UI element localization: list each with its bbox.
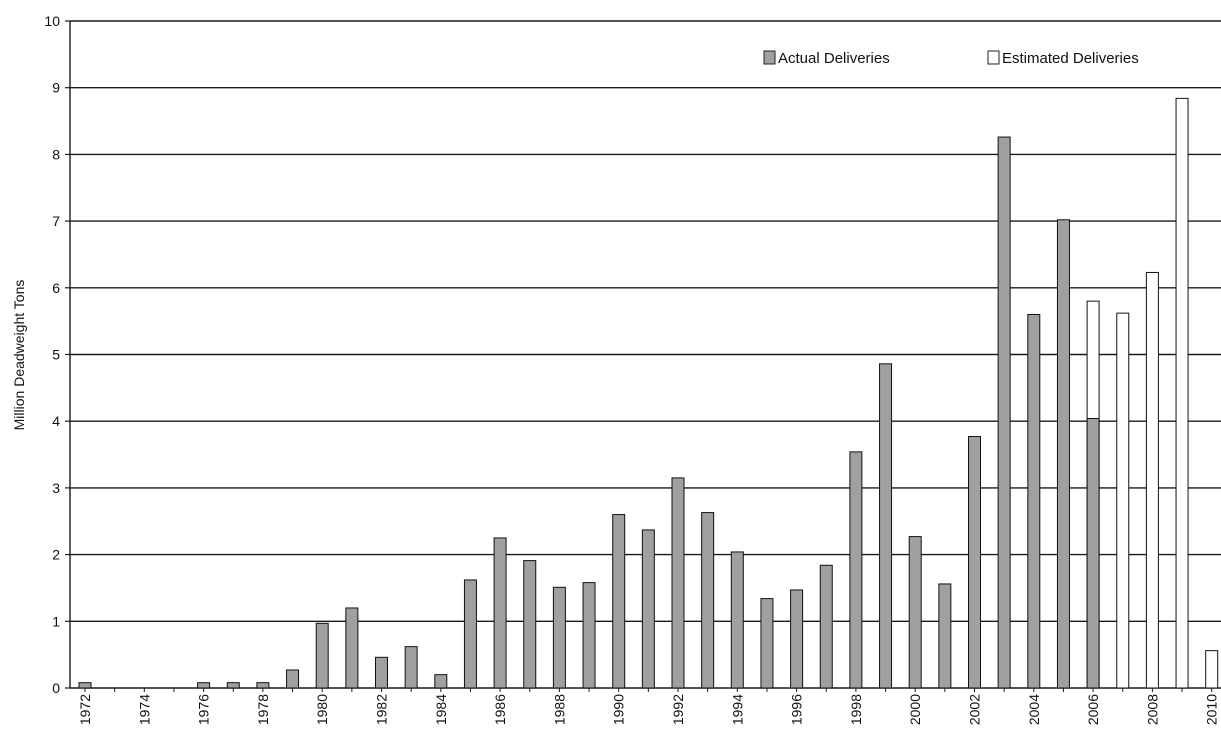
bar-actual-2001 — [938, 583, 952, 689]
x-tick-label: 2006 — [1085, 694, 1101, 725]
bar-actual-1992 — [671, 477, 685, 689]
legend: Actual Deliveries Estimated Deliveries — [763, 50, 1139, 67]
bar-actual-1978 — [256, 682, 270, 689]
y-axis-ticks: 0 1 2 3 4 5 6 7 8 9 10 — [44, 13, 71, 696]
bar-estimated-2010 — [1205, 650, 1219, 689]
bar-actual-2005 — [1056, 219, 1070, 689]
bar-actual-1997 — [819, 564, 833, 689]
x-tick-label: 2008 — [1144, 694, 1160, 725]
y-tick-label: 10 — [44, 13, 60, 29]
bar-actual-1998 — [849, 451, 863, 689]
bar-actual-1981 — [345, 607, 359, 689]
legend-label-estimated: Estimated Deliveries — [1002, 50, 1139, 67]
x-tick-label: 1986 — [492, 694, 508, 725]
bars — [78, 97, 1219, 689]
x-tick-label: 1994 — [729, 694, 745, 725]
bar-actual-2003 — [997, 136, 1011, 689]
x-tick-label: 1992 — [670, 694, 686, 725]
bar-actual-1972 — [78, 682, 92, 689]
bar-actual-1976 — [197, 682, 211, 689]
bar-actual-1984 — [434, 674, 448, 689]
bar-estimated-2008 — [1145, 271, 1159, 689]
x-tick-label: 2010 — [1204, 694, 1220, 725]
y-tick-label: 4 — [52, 413, 60, 429]
bar-actual-1986 — [493, 537, 507, 689]
bar-actual-1982 — [375, 656, 388, 689]
bar-actual-1999 — [879, 363, 893, 689]
x-tick-label: 1976 — [196, 694, 212, 725]
y-tick-label: 5 — [52, 347, 60, 363]
legend-swatch-actual — [763, 50, 776, 65]
x-tick-label: 2004 — [1026, 694, 1042, 725]
bar-actual-2006 — [1086, 418, 1100, 689]
y-tick-label: 8 — [52, 146, 60, 162]
y-tick-label: 2 — [52, 547, 60, 563]
bar-actual-1991 — [641, 529, 655, 689]
x-tick-label: 1982 — [374, 694, 390, 725]
x-tick-label: 2002 — [967, 694, 983, 725]
bar-estimated-2009 — [1175, 97, 1189, 689]
bar-estimated-2007 — [1116, 312, 1130, 689]
y-tick-label: 7 — [52, 213, 60, 229]
bar-actual-1977 — [226, 682, 240, 689]
bar-actual-1994 — [730, 551, 744, 689]
x-axis-ticks: 1972 1974 1976 1978 1980 1982 1984 1986 1988 1990… — [77, 688, 1220, 725]
y-tick-label: 1 — [52, 613, 60, 629]
x-tick-label: 1972 — [77, 694, 93, 725]
legend-swatch-estimated — [987, 50, 1000, 65]
y-tick-label: 9 — [52, 80, 60, 96]
bar-actual-1985 — [463, 579, 477, 689]
bar-actual-1980 — [315, 622, 329, 689]
y-axis-title: Million Deadweight Tons — [11, 280, 27, 431]
x-tick-label: 1998 — [848, 694, 864, 725]
x-tick-label: 2000 — [907, 694, 923, 725]
x-tick-label: 1974 — [136, 694, 152, 725]
bar-actual-1987 — [523, 560, 537, 689]
bar-actual-1988 — [552, 586, 566, 689]
x-tick-label: 1996 — [789, 694, 805, 725]
bar-actual-2004 — [1027, 313, 1041, 689]
x-tick-label: 1990 — [611, 694, 627, 725]
bar-actual-1990 — [612, 514, 626, 689]
x-tick-label: 1978 — [255, 694, 271, 725]
bar-actual-1983 — [404, 646, 418, 689]
y-tick-label: 0 — [52, 680, 60, 696]
legend-label-actual: Actual Deliveries — [778, 50, 890, 67]
bar-actual-2000 — [908, 536, 922, 689]
bar-actual-1993 — [701, 512, 715, 689]
bar-actual-1995 — [760, 598, 774, 689]
gridlines — [70, 20, 1221, 689]
x-tick-label: 1980 — [314, 694, 330, 725]
bar-actual-1989 — [582, 582, 596, 689]
y-tick-label: 6 — [52, 280, 60, 296]
x-tick-label: 1984 — [433, 694, 449, 725]
y-tick-label: 3 — [52, 480, 60, 496]
bar-actual-1996 — [790, 589, 804, 689]
bar-actual-2002 — [968, 436, 981, 689]
x-tick-label: 1988 — [551, 694, 567, 725]
bar-actual-1979 — [286, 669, 300, 689]
